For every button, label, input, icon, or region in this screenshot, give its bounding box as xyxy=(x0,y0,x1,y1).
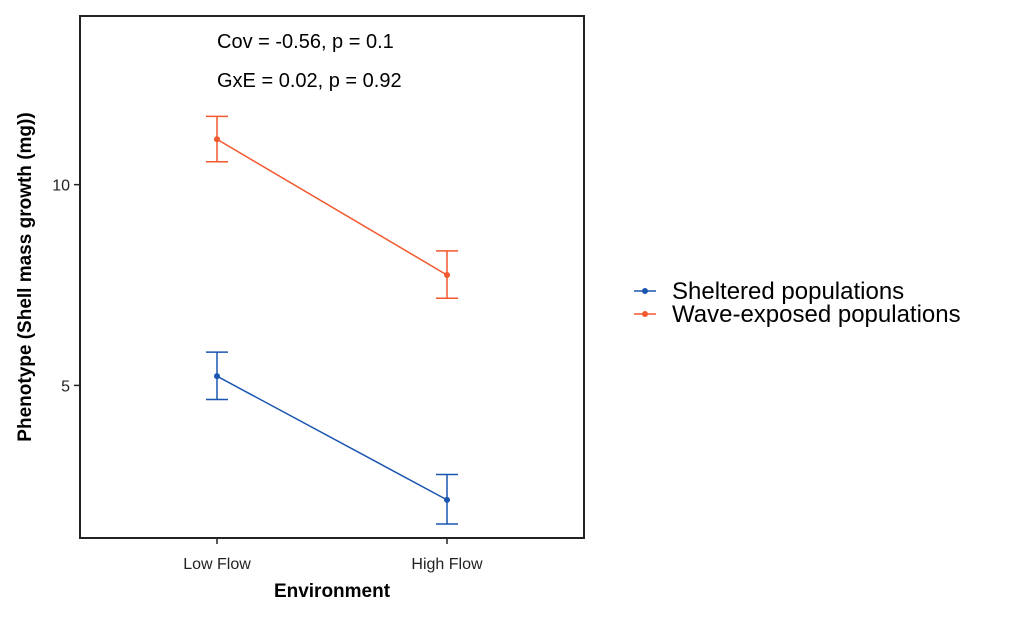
x-axis: Low Flow High Flow xyxy=(183,538,483,573)
data-point-0-0 xyxy=(214,373,220,380)
x-axis-title: Environment xyxy=(274,581,391,602)
plot-panel xyxy=(79,15,585,539)
series-layer xyxy=(206,115,458,525)
x-tick-label-1: High Flow xyxy=(411,556,483,573)
y-tick-label-0: 5 xyxy=(61,378,70,395)
legend-label-0: Sheltered populations xyxy=(672,278,904,305)
annotation-gxe: GxE = 0.02, p = 0.92 xyxy=(217,70,402,92)
annotation-cov: Cov = -0.56, p = 0.1 xyxy=(217,31,394,53)
series-0 xyxy=(206,351,458,525)
data-point-1-0 xyxy=(214,136,220,143)
y-axis: 5 10 xyxy=(52,178,80,395)
legend-marker-1 xyxy=(642,311,648,317)
legend-marker-0 xyxy=(642,288,648,294)
data-point-0-1 xyxy=(444,496,450,503)
legend-label-1: Wave-exposed populations xyxy=(672,301,961,328)
series-line-1 xyxy=(216,138,448,276)
series-1 xyxy=(206,115,458,300)
data-point-1-1 xyxy=(444,271,450,278)
legend-item-0: Sheltered populations xyxy=(634,278,904,305)
x-tick-label-0: Low Flow xyxy=(183,556,251,573)
y-tick-label-1: 10 xyxy=(52,178,70,195)
legend-item-1: Wave-exposed populations xyxy=(634,301,961,328)
series-line-0 xyxy=(216,375,448,501)
y-axis-title: Phenotype (Shell mass growth (mg)) xyxy=(15,112,36,441)
